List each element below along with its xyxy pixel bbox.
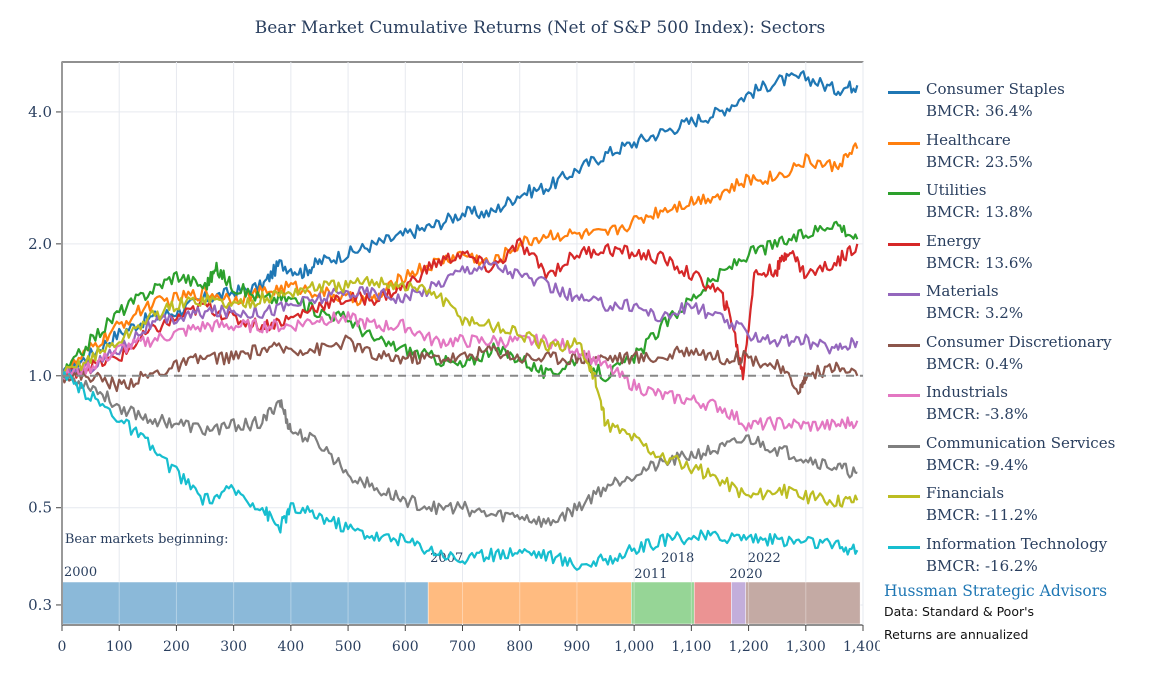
bear-market-band	[745, 581, 861, 625]
legend-series-value: BMCR: -16.2%	[926, 556, 1038, 575]
legend-item: Consumer Discretionary BMCR: 0.4%	[884, 331, 1146, 382]
bear-market-band	[631, 581, 695, 625]
legend-item: Information Technology BMCR: -16.2%	[884, 533, 1146, 584]
legend-series-value: BMCR: 23.5%	[926, 152, 1033, 171]
legend-swatch	[888, 192, 920, 195]
legend-swatch	[888, 91, 920, 94]
y-tick-label: 0.5	[28, 499, 52, 517]
returns-note: Returns are annualized	[884, 627, 1029, 642]
legend-series-name: Industrials	[926, 383, 1008, 401]
x-tick-label: 600	[392, 639, 419, 655]
legend-swatch	[888, 495, 920, 498]
x-tick-label: 700	[449, 639, 476, 655]
bear-market-band	[61, 581, 429, 625]
legend-item: Energy BMCR: 13.6%	[884, 230, 1146, 281]
legend-swatch	[888, 343, 920, 347]
legend-series-value: BMCR: -11.2%	[926, 506, 1038, 524]
legend-swatch	[888, 242, 920, 246]
x-tick-label: 300	[220, 639, 247, 655]
legend-series-value: BMCR: 0.4%	[926, 354, 1024, 373]
source-org: Hussman Strategic Advisors	[884, 582, 1108, 600]
chart-title: Bear Market Cumulative Returns (Net of S…	[254, 18, 826, 38]
legend-series-name: Communication Services	[926, 433, 1116, 452]
series-line	[61, 371, 859, 571]
axes: 0.3 0.5 1.0 2.0 4.0 0 100 200 300 400 500 600 700 800…	[28, 62, 880, 655]
legend: Consumer Staples BMCR: 36.4% Healthcare BMC…	[884, 78, 1146, 583]
legend-item: Industrials BMCR: -3.8%	[884, 381, 1146, 432]
legend-swatch	[888, 444, 920, 448]
legend-series-name: Healthcare	[926, 130, 1011, 149]
x-tick-label: 1,100	[671, 639, 711, 655]
bear-market-year-label: 2011	[634, 567, 667, 582]
legend-series-name: Utilities	[926, 181, 987, 199]
legend-item: Materials BMCR: 3.2%	[884, 280, 1146, 331]
legend-series-value: BMCR: -9.4%	[926, 455, 1029, 474]
legend-series-value: BMCR: -3.8%	[926, 405, 1029, 423]
legend-swatch	[888, 394, 920, 397]
series-line	[61, 258, 859, 380]
legend-series-value: BMCR: 13.8%	[926, 203, 1033, 221]
x-tick-label: 200	[163, 639, 190, 655]
x-tick-label: 800	[506, 639, 533, 655]
legend-series-value: BMCR: 36.4%	[926, 102, 1033, 120]
bear-market-band	[731, 581, 746, 625]
y-tick-label: 0.3	[28, 596, 52, 614]
legend-series-name: Financials	[926, 484, 1005, 502]
legend-swatch	[888, 545, 920, 549]
legend-swatch	[888, 293, 920, 296]
legend-series-name: Consumer Staples	[926, 80, 1065, 98]
legend-item: Healthcare BMCR: 23.5%	[884, 129, 1146, 180]
series-line	[61, 311, 859, 432]
legend-series-name: Information Technology	[926, 534, 1108, 553]
bear-markets-label: Bear markets beginning:	[65, 532, 229, 547]
bear-market-year-label: 2020	[729, 567, 762, 582]
bear-market-bands: Bear markets beginning:20002007201120182…	[61, 532, 861, 625]
bear-market-year-label: 2022	[748, 551, 781, 566]
legend-series-name: Materials	[926, 282, 999, 300]
series-lines	[60, 70, 859, 571]
x-tick-label: 100	[106, 639, 133, 655]
data-note: Data: Standard & Poor's	[884, 604, 1035, 619]
y-tick-label: 2.0	[28, 235, 52, 253]
series-line	[61, 220, 859, 383]
x-tick-label: 400	[277, 639, 304, 655]
legend-item: Financials BMCR: -11.2%	[884, 482, 1146, 533]
y-tick-label: 1.0	[28, 367, 52, 385]
series-line	[60, 334, 859, 395]
series-line	[61, 276, 859, 508]
series-line	[61, 374, 858, 528]
x-tick-label: 1,000	[614, 639, 654, 655]
bear-market-year-label: 2000	[64, 565, 97, 580]
bear-market-band	[427, 581, 632, 625]
x-tick-label: 900	[564, 639, 591, 655]
legend-series-value: BMCR: 13.6%	[926, 253, 1033, 272]
x-tick-label: 500	[335, 639, 362, 655]
x-tick-label: 1,200	[729, 639, 769, 655]
legend-series-name: Energy	[926, 231, 981, 250]
x-tick-label: 1,400	[843, 639, 880, 655]
legend-series-name: Consumer Discretionary	[926, 332, 1112, 351]
y-tick-label: 4.0	[28, 103, 52, 121]
legend-item: Consumer Staples BMCR: 36.4%	[884, 78, 1146, 129]
legend-series-value: BMCR: 3.2%	[926, 304, 1024, 322]
legend-item: Communication Services BMCR: -9.4%	[884, 432, 1146, 483]
bear-market-year-label: 2018	[661, 551, 694, 566]
grid	[61, 61, 864, 626]
legend-swatch	[888, 141, 920, 145]
x-tick-label: 1,300	[786, 639, 826, 655]
bear-market-band	[693, 581, 732, 625]
chart-svg: Bear markets beginning:20002007201120182…	[28, 61, 880, 655]
legend-item: Utilities BMCR: 13.8%	[884, 179, 1146, 230]
x-tick-label: 0	[58, 639, 67, 655]
